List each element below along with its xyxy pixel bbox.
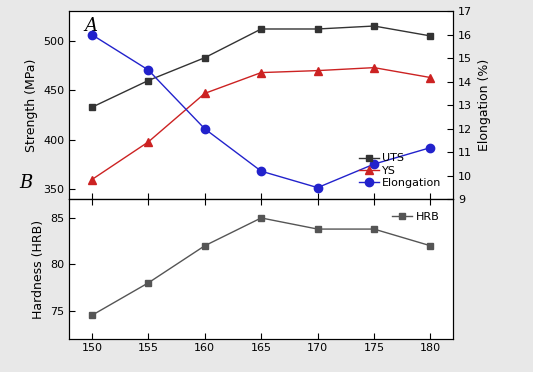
YS bbox=[88, 177, 95, 182]
Elongation bbox=[145, 68, 151, 72]
Elongation bbox=[371, 162, 377, 166]
Line: YS: YS bbox=[88, 64, 434, 184]
UTS bbox=[145, 78, 151, 83]
UTS bbox=[88, 105, 95, 109]
Y-axis label: Hardness (HRB): Hardness (HRB) bbox=[32, 219, 45, 318]
Y-axis label: Elongation (%): Elongation (%) bbox=[478, 59, 490, 151]
Line: UTS: UTS bbox=[88, 23, 434, 111]
YS bbox=[145, 140, 151, 144]
UTS bbox=[201, 55, 208, 60]
YS bbox=[371, 65, 377, 70]
HRB bbox=[88, 313, 95, 318]
Line: Elongation: Elongation bbox=[88, 31, 434, 192]
Text: B: B bbox=[19, 174, 33, 192]
UTS bbox=[371, 24, 377, 28]
UTS bbox=[314, 27, 321, 31]
HRB bbox=[145, 280, 151, 285]
Line: HRB: HRB bbox=[88, 215, 434, 319]
HRB bbox=[427, 244, 434, 248]
Legend: UTS, YS, Elongation: UTS, YS, Elongation bbox=[357, 151, 443, 190]
Text: A: A bbox=[85, 17, 98, 35]
Elongation bbox=[258, 169, 264, 173]
HRB bbox=[201, 244, 208, 248]
YS bbox=[201, 91, 208, 96]
HRB bbox=[314, 227, 321, 231]
YS bbox=[427, 75, 434, 80]
HRB bbox=[371, 227, 377, 231]
UTS bbox=[427, 34, 434, 38]
Elongation bbox=[314, 185, 321, 190]
YS bbox=[258, 70, 264, 75]
Elongation bbox=[201, 126, 208, 131]
UTS bbox=[258, 27, 264, 31]
HRB bbox=[258, 216, 264, 220]
Legend: HRB: HRB bbox=[387, 208, 443, 227]
YS bbox=[314, 68, 321, 73]
Elongation bbox=[427, 145, 434, 150]
Elongation bbox=[88, 32, 95, 37]
Y-axis label: Strength (MPa): Strength (MPa) bbox=[25, 58, 38, 152]
